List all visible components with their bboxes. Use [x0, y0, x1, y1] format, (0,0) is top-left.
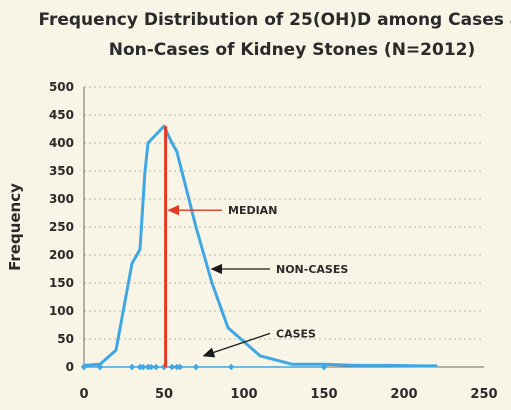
- y-tick-labels: 0 50 100 150 200 250 300 350 400 450 500: [49, 80, 74, 374]
- x-tick-label: 50: [155, 387, 173, 402]
- y-axis-label: Frequency: [6, 183, 24, 271]
- y-tick-label: 100: [49, 304, 74, 318]
- y-tick-label: 250: [49, 220, 74, 234]
- x-tick-labels: 0 50 100 150 200 250: [79, 387, 497, 402]
- chart-title-line-1: Frequency Distribution of 25(OH)D among …: [38, 10, 511, 30]
- x-tick-label: 0: [79, 387, 88, 402]
- x-tick-label: 250: [470, 387, 497, 402]
- x-tick-label: 150: [310, 387, 337, 402]
- gridlines: [84, 86, 484, 340]
- cases-point: [176, 363, 184, 371]
- chart-title-line-2: Non-Cases of Kidney Stones (N=2012): [109, 40, 476, 60]
- cases-point: [96, 363, 104, 371]
- cases-point: [160, 363, 168, 371]
- cases-point: [168, 363, 176, 371]
- cases-point: [148, 363, 155, 371]
- y-tick-label: 400: [49, 136, 74, 150]
- y-tick-label: 0: [66, 360, 74, 374]
- x-tick-label: 200: [390, 387, 417, 402]
- series-group: [80, 124, 438, 371]
- cases-point: [228, 363, 235, 371]
- annotation-label: CASES: [276, 327, 316, 340]
- y-tick-label: 450: [49, 108, 74, 122]
- y-tick-label: 200: [49, 248, 74, 262]
- cases-point: [192, 363, 200, 371]
- annotations-group: MEDIAN NON-CASES CASES: [167, 204, 348, 358]
- y-tick-label: 50: [57, 332, 74, 346]
- annotation-arrow: [202, 332, 271, 358]
- y-tick-label: 500: [49, 80, 74, 94]
- x-tick-label: 100: [230, 387, 257, 402]
- y-tick-label: 350: [49, 164, 74, 178]
- series-non-cases-line: [82, 124, 438, 368]
- cases-point: [128, 363, 136, 371]
- cases-point: [320, 363, 328, 371]
- y-tick-label: 300: [49, 192, 74, 206]
- annotation-label: MEDIAN: [228, 204, 277, 217]
- cases-point: [80, 363, 88, 371]
- y-tick-label: 150: [49, 276, 74, 290]
- cases-point: [152, 363, 160, 371]
- annotation-label: NON-CASES: [276, 263, 348, 276]
- cases-point: [140, 363, 147, 371]
